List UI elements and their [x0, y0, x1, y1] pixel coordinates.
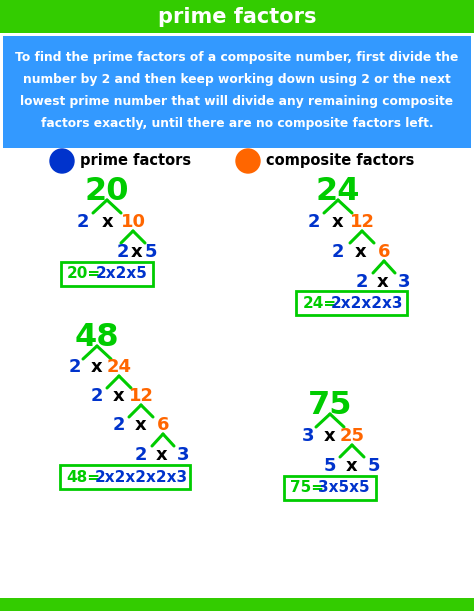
Text: 5: 5	[324, 457, 336, 475]
FancyBboxPatch shape	[0, 598, 474, 611]
Text: 75: 75	[308, 389, 352, 420]
Text: 48: 48	[75, 321, 119, 353]
Text: 2: 2	[356, 273, 368, 291]
Text: x: x	[324, 427, 336, 445]
Text: 2: 2	[69, 358, 81, 376]
Text: x: x	[355, 243, 367, 261]
Text: 6: 6	[378, 243, 390, 261]
Text: 12: 12	[128, 387, 154, 405]
Text: x: x	[156, 446, 168, 464]
Text: 25: 25	[339, 427, 365, 445]
Text: x: x	[113, 387, 125, 405]
Text: 2x2x5: 2x2x5	[95, 266, 147, 282]
Text: 24: 24	[107, 358, 131, 376]
Text: prime factors: prime factors	[80, 153, 191, 169]
Text: x: x	[377, 273, 389, 291]
Text: 3x5x5: 3x5x5	[319, 480, 370, 496]
Text: x: x	[91, 358, 103, 376]
Text: 2: 2	[308, 213, 320, 231]
Text: x: x	[135, 416, 147, 434]
Text: 2: 2	[332, 243, 344, 261]
Circle shape	[236, 149, 260, 173]
FancyBboxPatch shape	[60, 465, 190, 489]
Text: 2x2x2x3: 2x2x2x3	[331, 296, 403, 310]
Text: number by 2 and then keep working down using 2 or the next: number by 2 and then keep working down u…	[23, 73, 451, 86]
Text: 20: 20	[85, 175, 129, 207]
Text: 75=: 75=	[290, 480, 324, 496]
Text: 12: 12	[349, 213, 374, 231]
Text: 3: 3	[177, 446, 189, 464]
Text: 2: 2	[113, 416, 125, 434]
FancyBboxPatch shape	[61, 262, 153, 286]
Text: x: x	[131, 243, 143, 261]
Text: 48=: 48=	[66, 469, 100, 485]
Text: 5: 5	[368, 457, 380, 475]
FancyBboxPatch shape	[3, 36, 471, 148]
Text: 10: 10	[120, 213, 146, 231]
Text: x: x	[102, 213, 114, 231]
Text: 2x2x2x2x3: 2x2x2x2x3	[94, 469, 188, 485]
Text: To find the prime factors of a composite number, first divide the: To find the prime factors of a composite…	[15, 51, 459, 64]
Text: 20=: 20=	[67, 266, 101, 282]
Circle shape	[50, 149, 74, 173]
Text: 2: 2	[77, 213, 89, 231]
Text: composite factors: composite factors	[266, 153, 414, 169]
Text: 2: 2	[91, 387, 103, 405]
Text: x: x	[346, 457, 358, 475]
Text: 24=: 24=	[302, 296, 337, 310]
Text: prime factors: prime factors	[158, 7, 316, 27]
Text: x: x	[332, 213, 344, 231]
Text: 3: 3	[398, 273, 410, 291]
Text: 6: 6	[157, 416, 169, 434]
Text: 24: 24	[316, 175, 360, 207]
FancyBboxPatch shape	[284, 476, 376, 500]
Text: 2: 2	[135, 446, 147, 464]
Text: lowest prime number that will divide any remaining composite: lowest prime number that will divide any…	[20, 95, 454, 108]
Text: 5: 5	[145, 243, 157, 261]
Text: factors exactly, until there are no composite factors left.: factors exactly, until there are no comp…	[41, 117, 433, 130]
FancyBboxPatch shape	[297, 291, 408, 315]
FancyBboxPatch shape	[0, 0, 474, 33]
Text: 3: 3	[302, 427, 314, 445]
Text: 2: 2	[117, 243, 129, 261]
